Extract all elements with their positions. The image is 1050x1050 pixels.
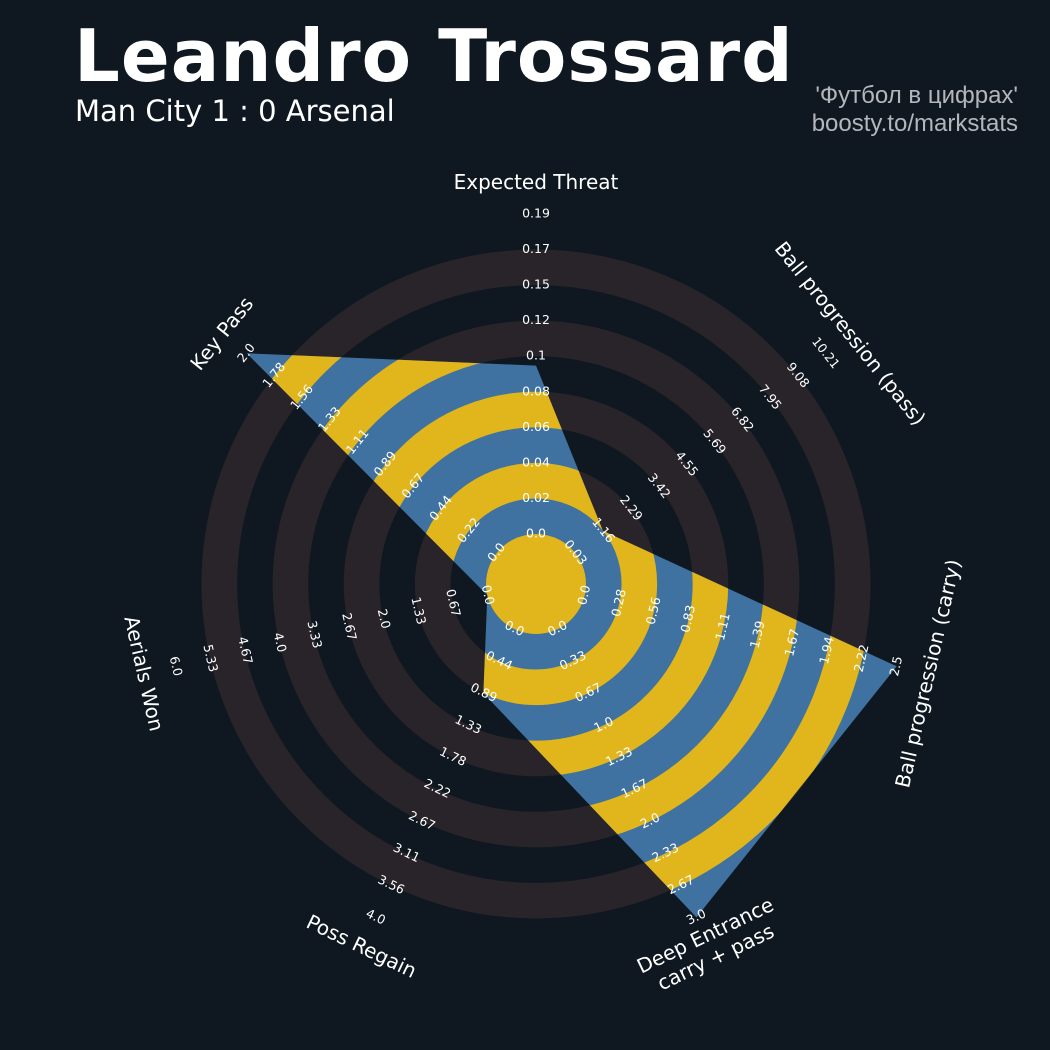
tick-label: 1.94 <box>816 635 837 666</box>
tick-label: 4.0 <box>271 631 290 654</box>
tick-label: 1.39 <box>747 619 768 650</box>
tick-label: 0.17 <box>522 241 550 256</box>
credit-text: 'Футбол в цифрах' <box>815 82 1018 109</box>
tick-label: 6.0 <box>167 655 186 678</box>
param-label: Poss Regain <box>303 910 421 983</box>
tick-label: 2.0 <box>375 607 394 630</box>
tick-label: 3.33 <box>304 619 325 649</box>
tick-label: 2.0 <box>234 340 258 365</box>
center-circle <box>486 534 586 634</box>
tick-label: 2.67 <box>339 611 360 641</box>
tick-label: 0.19 <box>522 206 550 221</box>
tick-label: 0.67 <box>443 588 464 618</box>
tick-label: 0.12 <box>522 312 550 327</box>
tick-label: 1.33 <box>408 595 429 625</box>
tick-label: 4.67 <box>235 635 256 665</box>
credit-url: boosty.to/markstats <box>811 110 1018 137</box>
data-polygon <box>246 353 897 918</box>
tick-label: 2.22 <box>851 643 872 673</box>
tick-label: 4.0 <box>364 905 388 927</box>
tick-label: 1.11 <box>712 611 733 641</box>
tick-label: 0.04 <box>522 454 550 469</box>
param-label-line: Aerials Won <box>119 614 169 734</box>
background-ring <box>201 249 871 919</box>
tick-label: 2.5 <box>886 655 905 678</box>
tick-label: 0.0 <box>526 526 546 541</box>
tick-label: 1.67 <box>781 627 802 657</box>
tick-label: 0.28 <box>608 588 629 619</box>
tick-label: 0.02 <box>522 490 550 505</box>
tick-label: 0.0 <box>479 584 498 607</box>
tick-label: 0.0 <box>574 583 593 606</box>
param-label: Expected Threat <box>454 170 619 194</box>
background-ring <box>272 320 800 848</box>
tick-label: 10.21 <box>809 334 843 371</box>
param-label-line: Expected Threat <box>454 170 619 194</box>
param-label: Aerials Won <box>119 614 169 734</box>
tick-label: 5.33 <box>200 643 221 673</box>
param-label-line: Poss Regain <box>303 910 421 983</box>
param-label: Deep Entrancecarry + pass <box>633 892 788 1000</box>
tick-label: 0.08 <box>522 383 550 398</box>
tick-label: 0.56 <box>643 595 664 626</box>
tick-label: 0.83 <box>677 603 698 633</box>
chart-subtitle: Man City 1 : 0 Arsenal <box>75 94 395 128</box>
chart-title: Leandro Trossard <box>74 14 794 98</box>
tick-label: 0.15 <box>522 277 550 292</box>
tick-label: 0.1 <box>526 348 546 363</box>
tick-label: 0.06 <box>522 419 550 434</box>
